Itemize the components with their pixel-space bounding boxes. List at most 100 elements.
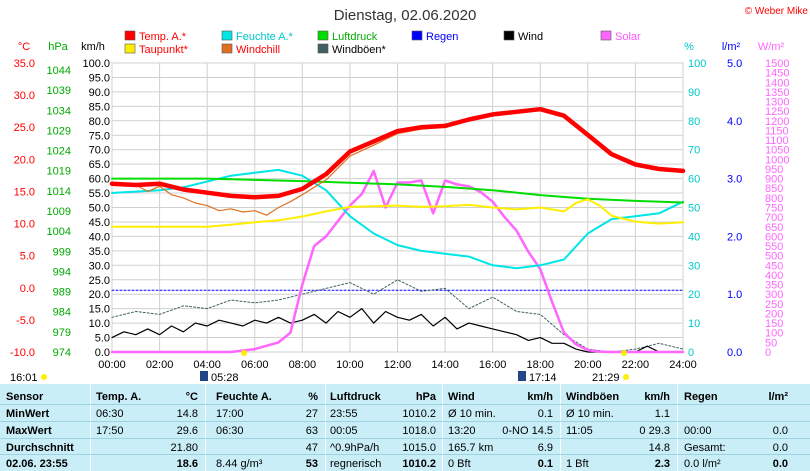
solar-tick-label: 1150 bbox=[765, 125, 789, 137]
solar-tick-label: 950 bbox=[765, 164, 783, 176]
table-cell: 23:55 bbox=[330, 408, 358, 420]
x-tick-label: 06:00 bbox=[241, 359, 269, 371]
wind-tick-label: 15.0 bbox=[89, 304, 110, 316]
table-row-divider bbox=[0, 421, 810, 422]
solar-tick-label: 350 bbox=[765, 280, 783, 292]
solar-tick-label: 300 bbox=[765, 289, 783, 301]
table-cell: 0.0 bbox=[772, 458, 788, 470]
legend-label: Feuchte A.* bbox=[236, 31, 294, 43]
table-cell: 165.7 km bbox=[448, 442, 494, 454]
table-cell: 17:00 bbox=[216, 408, 244, 420]
solar-tick-label: 550 bbox=[765, 241, 783, 253]
daylight-icon bbox=[518, 371, 526, 381]
table-cell: 47 bbox=[305, 442, 318, 454]
x-tick-label: 24:00 bbox=[669, 359, 697, 371]
table-cell: Ø 10 min. bbox=[448, 408, 496, 420]
wind-tick-label: 40.0 bbox=[89, 231, 110, 243]
table-cell: 17:50 bbox=[96, 425, 124, 437]
wind-tick-label: 95.0 bbox=[89, 72, 110, 84]
solar-tick-label: 250 bbox=[765, 299, 783, 311]
table-header: Wind bbox=[448, 391, 475, 403]
table-header: % bbox=[308, 391, 318, 403]
temp-tick-label: -5.0 bbox=[16, 315, 35, 327]
legend-swatch bbox=[124, 30, 136, 41]
temp-tick-label: 20.0 bbox=[14, 154, 35, 166]
table-cell: 0.1 bbox=[537, 408, 553, 420]
chart-title: Dienstag, 02.06.2020 bbox=[334, 7, 477, 24]
axis-unit-pressure: hPa bbox=[48, 41, 68, 53]
humidity-tick-label: 70 bbox=[688, 145, 700, 157]
table-row-divider bbox=[0, 454, 810, 455]
table-cell: 1018.0 bbox=[402, 425, 436, 437]
rain-tick-label: 1.0 bbox=[727, 289, 742, 301]
wind-tick-label: 5.0 bbox=[95, 333, 110, 345]
pressure-tick-label: 1014 bbox=[47, 186, 71, 198]
axis-unit-temp: °C bbox=[18, 41, 30, 53]
pressure-tick-label: 984 bbox=[53, 307, 71, 319]
axis-unit-wind: km/h bbox=[81, 41, 105, 53]
x-tick-label: 14:00 bbox=[431, 359, 459, 371]
legend-swatch bbox=[503, 30, 515, 41]
table-cell: 53 bbox=[305, 458, 318, 470]
table-divider bbox=[325, 384, 326, 471]
legend-swatch bbox=[221, 43, 233, 54]
temp-tick-label: 35.0 bbox=[14, 58, 35, 70]
table-header: Feuchte A. bbox=[216, 391, 272, 403]
series-temp-a bbox=[109, 106, 686, 200]
rain-tick-label: 5.0 bbox=[727, 58, 742, 70]
table-cell: 0.0 bbox=[772, 442, 788, 454]
table-cell: regnerisch bbox=[330, 458, 382, 470]
summary-table: Sensor Temp. A. °C Feuchte A.% Luftdruck hPa W… bbox=[0, 384, 810, 471]
pressure-tick-label: 979 bbox=[53, 327, 71, 339]
table-header: km/h bbox=[644, 391, 670, 403]
x-tick-label: 02:00 bbox=[146, 359, 174, 371]
axis-unit-humidity: % bbox=[684, 41, 694, 53]
temp-tick-label: 5.0 bbox=[20, 251, 35, 263]
legend-label: Temp. A.* bbox=[139, 31, 187, 43]
table-cell: 29.6 bbox=[176, 425, 198, 437]
sunset-icon bbox=[623, 374, 629, 380]
solar-tick-label: 0 bbox=[765, 347, 771, 359]
series-wind bbox=[111, 308, 684, 353]
table-cell: 21.80 bbox=[170, 442, 198, 454]
solar-tick-label: 400 bbox=[765, 270, 783, 282]
sunset-dot bbox=[621, 350, 627, 356]
weather-chart: Dienstag, 02.06.2020 © Weber Mike °C hPa… bbox=[10, 6, 809, 384]
wind-tick-label: 50.0 bbox=[89, 203, 110, 215]
humidity-tick-label: 30 bbox=[688, 260, 700, 272]
x-tick-label: 22:00 bbox=[622, 359, 650, 371]
table-cell: 18.6 bbox=[176, 458, 198, 470]
legend-label: Windböen* bbox=[332, 44, 387, 56]
humidity-tick-label: 80 bbox=[688, 116, 700, 128]
sunset-time: 21:29 bbox=[592, 372, 620, 384]
solar-tick-label: 1000 bbox=[765, 154, 789, 166]
humidity-tick-label: 10 bbox=[688, 318, 700, 330]
wind-tick-label: 0.0 bbox=[95, 347, 110, 359]
wind-tick-label: 35.0 bbox=[89, 246, 110, 258]
pressure-tick-label: 1019 bbox=[47, 166, 71, 178]
pressure-tick-label: 1034 bbox=[47, 105, 71, 117]
table-cell: 1010.2 bbox=[402, 458, 436, 470]
table-header: Regen bbox=[684, 391, 718, 403]
table-cell: MaxWert bbox=[6, 425, 52, 437]
sunrise-dot bbox=[241, 350, 247, 356]
table-cell: 8.44 g/m³ bbox=[216, 458, 263, 470]
solar-tick-label: 1350 bbox=[765, 87, 789, 99]
axis-unit-rain: l/m² bbox=[722, 41, 741, 53]
axis-unit-solar: W/m² bbox=[758, 41, 785, 53]
wind-tick-label: 25.0 bbox=[89, 275, 110, 287]
solar-tick-label: 1250 bbox=[765, 106, 789, 118]
solar-tick-label: 50 bbox=[765, 337, 777, 349]
solar-tick-label: 1200 bbox=[765, 116, 789, 128]
solar-tick-label: 1300 bbox=[765, 97, 789, 109]
humidity-tick-label: 90 bbox=[688, 87, 700, 99]
solar-tick-label: 1050 bbox=[765, 145, 789, 157]
table-cell: Gesamt: bbox=[684, 442, 726, 454]
temp-tick-label: 30.0 bbox=[14, 90, 35, 102]
table-cell: 2.3 bbox=[654, 458, 670, 470]
wind-tick-label: 65.0 bbox=[89, 159, 110, 171]
solar-tick-label: 450 bbox=[765, 260, 783, 272]
table-cell: 1010.2 bbox=[402, 408, 436, 420]
solar-tick-label: 900 bbox=[765, 174, 783, 186]
x-tick-label: 18:00 bbox=[526, 359, 554, 371]
